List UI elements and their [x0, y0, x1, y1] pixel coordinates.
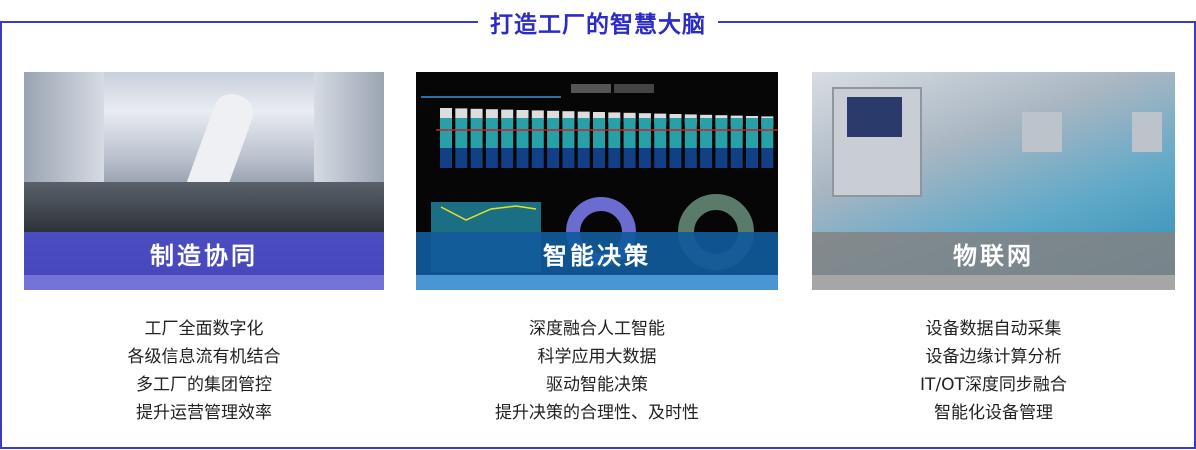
dashboard-bar	[440, 108, 452, 118]
card-intelligent-decision[interactable]: 智能决策	[416, 72, 778, 290]
feature-line: 各级信息流有机结合	[127, 347, 281, 367]
dashboard-bar	[501, 148, 514, 168]
dashboard-bar	[440, 148, 452, 168]
dashboard-bar	[746, 148, 758, 168]
card-strip	[416, 275, 778, 290]
dashboard-bar	[531, 118, 544, 148]
dashboard-bar	[700, 148, 713, 168]
dashboard-bar	[501, 109, 514, 120]
dashboard-bar	[638, 148, 651, 168]
dashboard-bar	[562, 118, 575, 148]
dashboard-bar	[455, 108, 468, 119]
dashboard-bar	[470, 118, 483, 148]
dashboard-bar	[547, 148, 560, 168]
dashboard-bar	[547, 110, 560, 121]
card-label: 物联网	[812, 232, 1175, 275]
dashboard-bar	[623, 112, 636, 123]
card-label: 智能决策	[416, 232, 778, 275]
dashboard-bar	[669, 118, 682, 148]
card-manufacturing-collaboration[interactable]: 制造协同	[24, 72, 384, 290]
dashboard-bar	[531, 110, 544, 121]
card-description: 设备数据自动采集 设备边缘计算分析 IT/OT深度同步融合 智能化设备管理	[812, 315, 1175, 427]
dashboard-bar	[638, 118, 651, 148]
dashboard-bar	[654, 148, 667, 168]
dashboard-bar	[562, 111, 575, 122]
dashboard-bar	[516, 110, 529, 120]
dashboard-bar	[608, 148, 621, 168]
dashboard-bar	[485, 118, 498, 148]
feature-line: 深度融合人工智能	[529, 319, 665, 339]
dashboard-bar	[577, 118, 590, 148]
dashboard-bar	[654, 118, 667, 148]
feature-line: 多工厂的集团管控	[136, 375, 272, 395]
dashboard-bar	[562, 148, 575, 168]
dashboard-bar	[577, 148, 590, 168]
dashboard-bar	[455, 118, 468, 148]
feature-line: 智能化设备管理	[934, 403, 1053, 423]
dashboard-bar	[593, 118, 605, 148]
dashboard-bar	[684, 148, 697, 168]
dashboard-bar	[485, 148, 498, 168]
card-label: 制造协同	[24, 232, 384, 275]
card-iot[interactable]: 物联网	[812, 72, 1175, 290]
dashboard-bar	[608, 112, 621, 123]
dashboard-bar	[440, 118, 452, 148]
dashboard-bar	[684, 118, 697, 148]
dashboard-bar	[700, 118, 713, 148]
dashboard-bar	[547, 118, 560, 148]
dashboard-bar	[501, 118, 514, 148]
feature-line: 提升决策的合理性、及时性	[495, 403, 699, 423]
card-description: 深度融合人工智能 科学应用大数据 驱动智能决策 提升决策的合理性、及时性	[416, 315, 778, 427]
feature-line: 科学应用大数据	[537, 347, 657, 367]
dashboard-bar	[746, 118, 758, 148]
feature-line: 驱动智能决策	[546, 375, 648, 395]
dashboard-bar	[730, 118, 743, 148]
dashboard-bar	[761, 118, 774, 148]
dashboard-bar	[669, 148, 682, 168]
dashboard-bar	[623, 118, 636, 148]
dashboard-bar	[715, 118, 728, 148]
dashboard-bar	[516, 148, 529, 168]
card-strip	[24, 275, 384, 290]
dashboard-bar	[455, 148, 468, 168]
feature-line: 设备边缘计算分析	[925, 347, 1062, 367]
feature-line: 工厂全面数字化	[144, 319, 264, 339]
dashboard-bar	[516, 118, 529, 148]
feature-line: 提升运营管理效率	[136, 403, 272, 423]
dashboard-bar	[470, 108, 483, 119]
dashboard-bar	[761, 148, 774, 168]
dashboard-bar	[730, 148, 743, 168]
section-title: 打造工厂的智慧大脑	[478, 5, 718, 39]
dashboard-bar	[485, 109, 498, 120]
dashboard-bar	[593, 148, 605, 168]
feature-line: 设备数据自动采集	[925, 319, 1062, 339]
dashboard-bar	[577, 111, 590, 122]
dashboard-bar	[623, 148, 636, 168]
dashboard-bar	[608, 118, 621, 148]
dashboard-bar	[715, 148, 728, 168]
feature-line: IT/OT深度同步融合	[920, 375, 1067, 395]
dashboard-bar	[593, 112, 605, 122]
dashboard-bar	[531, 148, 544, 168]
dashboard-bar	[470, 148, 483, 168]
card-strip	[812, 275, 1175, 290]
card-description: 工厂全面数字化 各级信息流有机结合 多工厂的集团管控 提升运营管理效率	[24, 315, 384, 427]
